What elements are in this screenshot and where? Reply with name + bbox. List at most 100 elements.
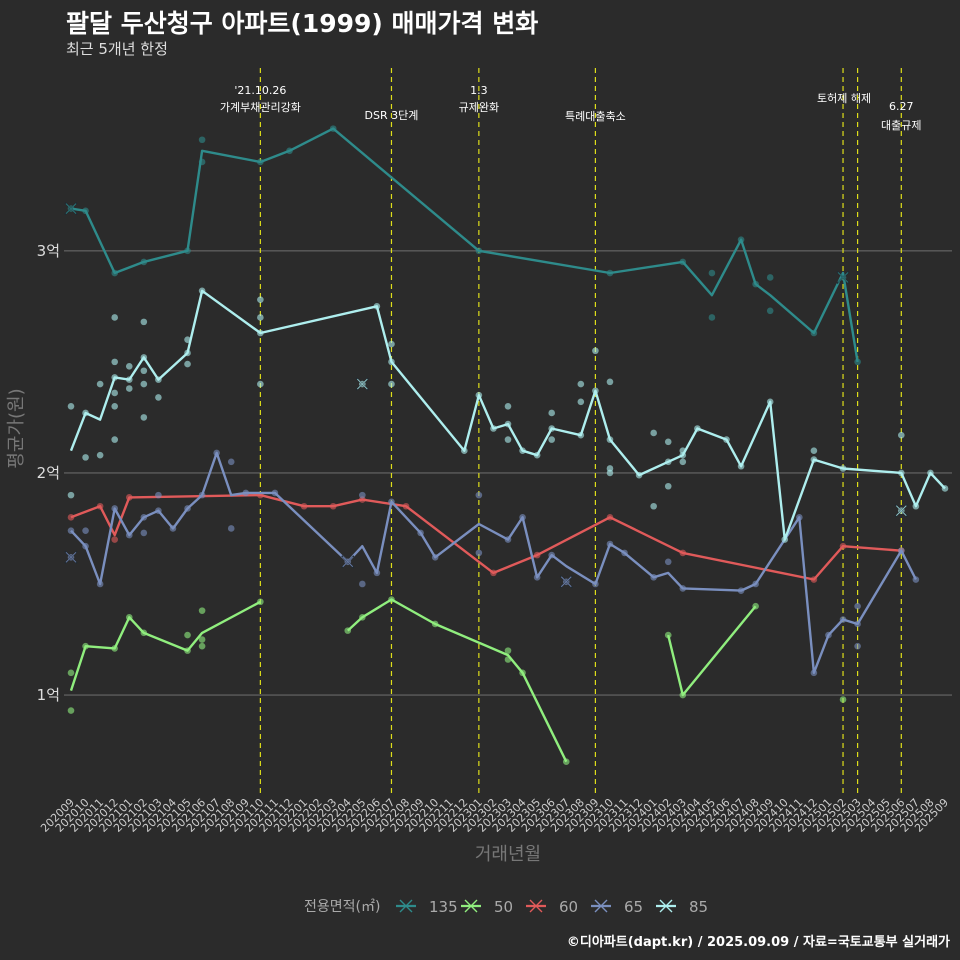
- data-point: [257, 296, 264, 303]
- chart-subtitle: 최근 5개년 한정: [66, 40, 168, 58]
- data-point: [227, 458, 235, 466]
- data-point: [140, 414, 148, 421]
- legend-label: 60: [559, 898, 578, 916]
- event-marker-label: 6.27: [889, 100, 914, 113]
- data-point: [111, 436, 118, 443]
- y-axis-title: 평균가(원): [6, 388, 27, 468]
- legend-key-x: [659, 899, 673, 913]
- data-point: [111, 358, 118, 366]
- data-point: [504, 402, 512, 410]
- data-point: [679, 458, 687, 466]
- series-line: [70, 127, 859, 363]
- data-point: [839, 696, 847, 703]
- y-tick-label: 3억: [37, 242, 60, 260]
- data-point: [111, 402, 118, 410]
- data-point: [359, 491, 366, 499]
- data-point: [650, 429, 657, 437]
- data-point: [125, 385, 133, 392]
- data-point: [198, 642, 206, 650]
- data-point: [140, 318, 148, 326]
- data-point: [227, 525, 235, 532]
- data-point: [155, 394, 162, 401]
- legend-key-x: [464, 899, 478, 913]
- data-point: [111, 536, 118, 543]
- data-point: [606, 378, 614, 386]
- x-axis-title: 거래년월: [475, 844, 541, 865]
- data-point: [67, 707, 75, 714]
- series-line: [70, 493, 902, 581]
- data-point: [650, 502, 657, 510]
- data-point: [184, 631, 191, 639]
- legend-key-x: [529, 899, 543, 913]
- data-point: [140, 380, 148, 388]
- series-60: [67, 491, 905, 583]
- legend-label: 135: [429, 898, 458, 916]
- data-point: [140, 367, 148, 375]
- data-point: [664, 482, 672, 490]
- cancelled-marker-inner: [356, 378, 368, 390]
- event-marker-label: '21.10.26: [234, 84, 286, 97]
- legend-title: 전용면적(㎡): [304, 899, 380, 915]
- event-marker-label: 특례대출축소: [565, 110, 626, 123]
- data-point: [388, 380, 395, 388]
- data-point: [664, 631, 672, 639]
- chart-title: 팔달 두산청구 아파트(1999) 매매가격 변화: [66, 9, 539, 38]
- data-point: [67, 402, 75, 410]
- series-line: [69, 600, 261, 691]
- legend-item-135: 135: [396, 898, 458, 916]
- data-point: [111, 389, 118, 397]
- series-line: [667, 605, 757, 697]
- legend-item-50: 50: [461, 898, 513, 916]
- data-point: [82, 527, 89, 534]
- data-point: [664, 438, 672, 446]
- data-point: [577, 398, 585, 406]
- data-point: [257, 380, 264, 388]
- data-point: [810, 447, 818, 455]
- data-point: [708, 314, 716, 321]
- cancelled-marker-inner: [560, 576, 572, 588]
- data-point: [475, 549, 483, 557]
- legend-item-60: 60: [526, 898, 578, 916]
- chart-footer: ©디아파트(dapt.kr) / 2025.09.09 / 자료=국토교통부 실…: [566, 935, 950, 950]
- series-65: [64, 449, 920, 677]
- event-marker-label: 규제완화: [459, 101, 499, 114]
- series-85: [67, 287, 949, 543]
- data-point: [766, 307, 774, 315]
- series-50: [67, 596, 847, 765]
- event-marker-label: 1.3: [470, 84, 488, 97]
- data-point: [67, 669, 75, 677]
- data-point: [111, 314, 118, 321]
- data-point: [184, 360, 191, 368]
- data-point: [125, 363, 133, 370]
- event-marker-label: 토허제 해제: [817, 91, 871, 105]
- data-point: [475, 491, 483, 499]
- data-point: [592, 347, 599, 355]
- data-point: [548, 436, 555, 443]
- legend-label: 50: [494, 898, 513, 916]
- cancelled-marker-inner: [65, 203, 77, 214]
- data-point: [257, 314, 264, 321]
- data-point: [140, 529, 148, 537]
- event-marker-label: DSR 3단계: [365, 109, 419, 122]
- data-point: [198, 636, 206, 643]
- cancelled-marker-inner: [342, 556, 354, 568]
- data-point: [67, 491, 75, 499]
- legend-label: 65: [624, 898, 643, 916]
- series-135: [64, 125, 861, 366]
- data-point: [155, 491, 162, 499]
- data-point: [82, 454, 89, 461]
- data-point: [577, 380, 585, 388]
- cancelled-marker-inner: [65, 551, 77, 563]
- data-point: [388, 340, 395, 348]
- data-point: [96, 451, 104, 459]
- data-point: [766, 274, 774, 281]
- series-line: [346, 598, 568, 763]
- data-point: [854, 602, 861, 610]
- y-tick-label: 2억: [37, 464, 60, 482]
- data-point: [606, 469, 614, 477]
- y-tick-label: 1억: [37, 686, 60, 704]
- legend-item-85: 85: [656, 898, 708, 916]
- legend-key-x: [399, 899, 413, 913]
